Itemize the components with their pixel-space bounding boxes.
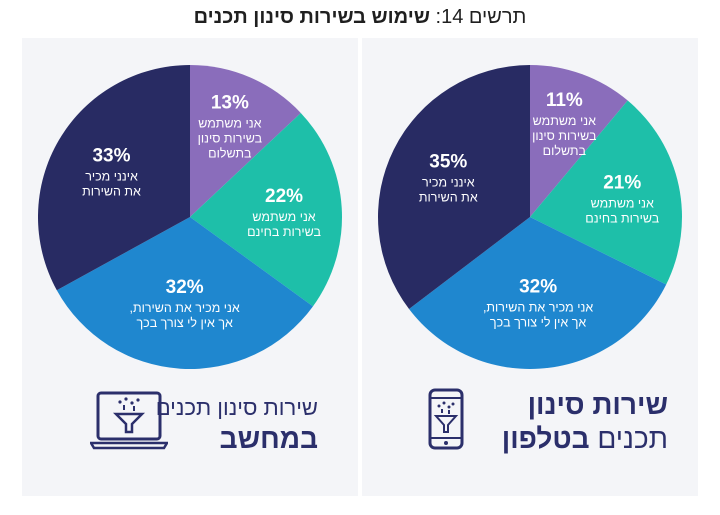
phone-label-unaware-line2: את השירות [419, 191, 478, 205]
computer-caption-line2: במחשב [219, 423, 318, 454]
chart-title: תרשים 14: שימוש בשירות סינון תכנים [0, 6, 720, 29]
phone-slice-uses-free [530, 100, 682, 285]
phone-label-uses-paid-line3: בתשלום [543, 144, 587, 158]
computer-caption: שירות סינון תכנים במחשב [48, 388, 318, 456]
computer-slice-uses-paid [190, 65, 301, 217]
phone-label-knows-no-need-line1: אני מכיר את השירות, [483, 301, 593, 315]
phone-slice-knows-no-need [409, 217, 667, 369]
computer-slice-knows-no-need [56, 217, 313, 369]
computer-slice-unaware [37, 64, 190, 291]
computer-pct-uses-paid: 13% [211, 92, 249, 113]
computer-panel: 13% אני משתמש בשירות סינון בתשלום 22% אני משת… [22, 38, 358, 496]
phone-pct-unaware: 35% [429, 152, 467, 173]
computer-pct-uses-free: 22% [265, 186, 303, 207]
computer-label-uses-paid-line1: אני משתמש [198, 116, 261, 130]
phone-caption-line1: שירות סינון [527, 389, 668, 420]
phone-label-unaware-line1: אינני מכיר [422, 176, 475, 190]
phone-caption: שירות סינון תכנים בטלפון [398, 388, 668, 456]
phone-pct-knows-no-need: 32% [519, 277, 557, 298]
computer-label-knows-no-need-line2: אך אין לי צורך בכך [136, 316, 233, 330]
phone-caption-line2-plain: תכנים [597, 423, 668, 454]
phone-panel: 11% אני משתמש בשירות סינון בתשלום 21% אני משת… [362, 38, 698, 496]
phone-label-knows-no-need-line2: אך אין לי צורך בכך [490, 316, 587, 330]
computer-label-uses-free-line1: אני משתמש [252, 210, 315, 224]
phone-caption-line2: תכנים בטלפון [398, 422, 668, 456]
phone-label-uses-paid-line1: אני משתמש [533, 114, 596, 128]
computer-label-uses-paid-line2: בשירות סינון [198, 131, 263, 145]
computer-slice-uses-free [190, 112, 342, 307]
computer-label-unaware-line2: את השירות [82, 185, 141, 199]
phone-label-uses-paid-line2: בשירות סינון [532, 129, 597, 143]
chart-title-text: שימוש בשירות סינון תכנים [193, 6, 430, 28]
phone-slice-uses-paid [530, 65, 628, 217]
computer-pct-knows-no-need: 32% [166, 277, 204, 298]
computer-label-knows-no-need-line1: אני מכיר את השירות, [130, 301, 240, 315]
computer-pct-unaware: 33% [92, 146, 130, 167]
computer-label-unaware-line1: אינני מכיר [85, 170, 138, 184]
laptop-filter-icon [90, 391, 168, 450]
phone-pct-uses-paid: 11% [546, 90, 583, 111]
phone-label-uses-free-line1: אני משתמש [591, 197, 654, 211]
phone-slice-unaware [378, 65, 530, 310]
phone-filter-icon [428, 388, 464, 450]
computer-label-uses-paid-line3: בתשלום [208, 146, 252, 160]
phone-label-uses-free-line2: בשירות בחינם [585, 212, 659, 226]
computer-caption-line1: שירות סינון תכנים [155, 395, 318, 420]
chart-number: תרשים 14: [435, 6, 527, 28]
phone-pct-uses-free: 21% [603, 173, 641, 194]
phone-caption-line2-bold: בטלפון [501, 423, 590, 454]
computer-label-uses-free-line2: בשירות בחינם [247, 225, 321, 239]
